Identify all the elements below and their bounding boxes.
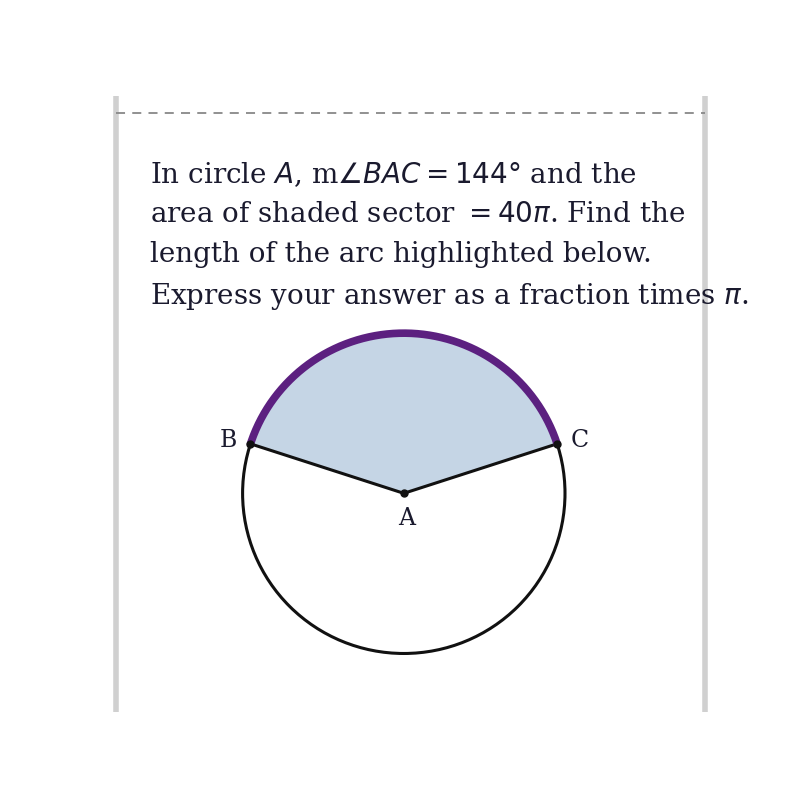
Text: B: B: [219, 430, 237, 452]
Text: A: A: [398, 507, 415, 530]
Text: area of shaded sector $= 40\pi$. Find the: area of shaded sector $= 40\pi$. Find th…: [150, 201, 685, 228]
Text: length of the arc highlighted below.: length of the arc highlighted below.: [150, 241, 651, 268]
Text: C: C: [570, 430, 589, 452]
Wedge shape: [250, 333, 557, 494]
Text: Express your answer as a fraction times $\pi$.: Express your answer as a fraction times …: [150, 281, 748, 312]
Text: In circle $A$, m$\angle BAC = 144°$ and the: In circle $A$, m$\angle BAC = 144°$ and …: [150, 161, 637, 190]
